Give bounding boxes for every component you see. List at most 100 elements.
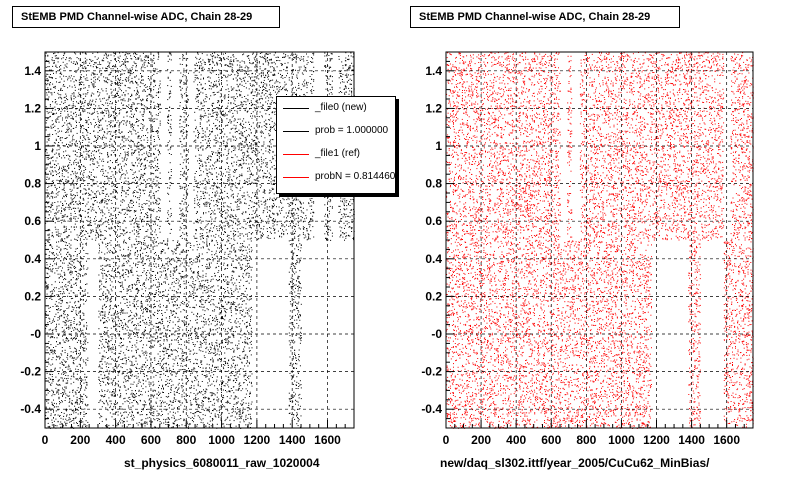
data-point bbox=[149, 185, 151, 187]
data-point bbox=[70, 320, 72, 321]
data-point bbox=[136, 235, 138, 237]
data-point bbox=[54, 212, 56, 214]
data-point bbox=[97, 135, 99, 137]
data-point bbox=[97, 113, 99, 115]
data-point bbox=[155, 191, 157, 193]
data-point bbox=[81, 226, 83, 227]
data-point bbox=[66, 320, 67, 322]
data-point bbox=[65, 226, 67, 228]
data-point bbox=[142, 127, 144, 129]
data-point bbox=[153, 293, 155, 295]
data-point bbox=[64, 157, 66, 159]
data-point bbox=[47, 187, 49, 188]
data-point bbox=[146, 142, 148, 143]
data-point bbox=[72, 306, 74, 308]
data-point bbox=[129, 207, 131, 209]
data-point bbox=[54, 353, 56, 355]
data-point bbox=[156, 180, 158, 182]
data-point bbox=[86, 231, 87, 233]
data-point bbox=[156, 410, 158, 412]
data-point bbox=[86, 122, 88, 124]
data-point bbox=[155, 374, 157, 376]
data-point bbox=[109, 278, 111, 279]
data-point bbox=[136, 331, 137, 333]
data-point bbox=[143, 270, 145, 272]
data-point bbox=[54, 125, 56, 127]
data-point bbox=[120, 418, 122, 420]
data-point bbox=[130, 330, 132, 332]
data-point bbox=[63, 151, 65, 153]
data-point bbox=[119, 407, 121, 409]
data-point bbox=[121, 182, 122, 183]
data-point bbox=[102, 117, 104, 119]
data-point bbox=[124, 354, 126, 356]
data-point bbox=[81, 426, 83, 428]
data-point bbox=[109, 101, 111, 102]
data-point bbox=[106, 295, 108, 297]
data-point bbox=[80, 119, 82, 121]
data-point bbox=[140, 212, 142, 214]
data-point bbox=[69, 207, 71, 208]
data-point bbox=[142, 272, 144, 273]
data-point bbox=[48, 237, 50, 239]
data-point bbox=[82, 93, 84, 95]
data-point bbox=[97, 107, 99, 109]
data-point bbox=[105, 425, 107, 427]
data-point bbox=[74, 270, 76, 272]
data-point bbox=[53, 72, 54, 74]
data-point bbox=[114, 392, 116, 394]
data-point bbox=[147, 223, 149, 225]
data-point bbox=[50, 415, 52, 417]
data-point bbox=[127, 397, 129, 399]
data-point bbox=[142, 423, 144, 425]
data-point bbox=[130, 253, 132, 255]
data-point bbox=[75, 392, 77, 394]
data-point bbox=[86, 59, 88, 61]
data-point bbox=[114, 82, 116, 84]
data-point bbox=[132, 383, 134, 385]
data-point bbox=[100, 381, 102, 382]
scatter-points bbox=[45, 52, 355, 429]
data-point bbox=[107, 248, 109, 250]
data-point bbox=[46, 94, 48, 96]
data-point bbox=[105, 320, 107, 321]
data-point bbox=[135, 98, 137, 99]
data-point bbox=[47, 158, 49, 160]
data-point bbox=[109, 133, 111, 135]
data-point bbox=[65, 132, 67, 133]
data-point bbox=[104, 377, 106, 379]
data-point bbox=[71, 286, 73, 288]
data-point bbox=[131, 200, 133, 202]
data-point bbox=[146, 277, 148, 279]
data-point bbox=[46, 196, 48, 198]
data-point bbox=[72, 292, 74, 294]
data-point bbox=[90, 194, 92, 196]
data-point bbox=[154, 118, 156, 120]
data-point bbox=[149, 292, 151, 293]
data-point bbox=[63, 313, 65, 315]
data-point bbox=[101, 389, 103, 391]
data-point bbox=[47, 218, 49, 219]
data-point bbox=[54, 109, 56, 111]
data-point bbox=[61, 219, 63, 221]
data-point bbox=[111, 358, 113, 360]
data-point bbox=[123, 241, 125, 242]
data-point bbox=[153, 346, 155, 348]
data-point bbox=[131, 269, 133, 271]
data-point bbox=[67, 314, 69, 316]
data-point bbox=[136, 293, 138, 294]
data-point bbox=[63, 292, 65, 294]
data-point bbox=[154, 245, 156, 247]
data-point bbox=[130, 124, 132, 126]
data-point bbox=[156, 245, 158, 247]
data-point bbox=[90, 95, 92, 97]
data-point bbox=[52, 148, 54, 150]
data-point bbox=[74, 171, 76, 173]
data-point bbox=[102, 338, 104, 340]
data-point bbox=[113, 117, 115, 119]
data-point bbox=[51, 252, 53, 254]
data-point bbox=[72, 277, 74, 279]
data-point bbox=[66, 106, 68, 108]
data-point bbox=[61, 142, 63, 144]
data-point bbox=[110, 288, 112, 290]
